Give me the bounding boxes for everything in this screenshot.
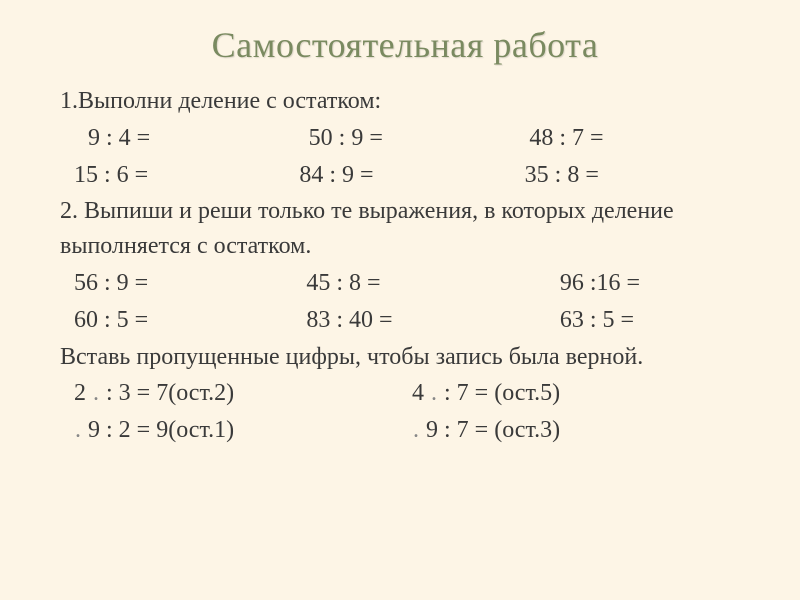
task1-row-1: 9 : 4 = 50 : 9 = 48 : 7 = — [60, 121, 750, 156]
task3-r2-b: . 9 : 7 = (ост.3) — [412, 413, 750, 448]
task3-row-1: 2 . : 3 = 7(ост.2) 4 . : 7 = (ост.5) — [60, 376, 750, 411]
task1-r1-c1: 9 : 4 = — [60, 121, 309, 156]
t3r1b-post: : 7 = (ост.5) — [438, 380, 560, 406]
task1-r2-c1: 15 : 6 = — [60, 158, 299, 193]
task2-row-1: 56 : 9 = 45 : 8 = 96 :16 = — [60, 266, 750, 301]
task3-r1-b: 4 . : 7 = (ост.5) — [412, 376, 750, 411]
t3r2b-post: 9 : 7 = (ост.3) — [420, 417, 560, 443]
task1-r2-c2: 84 : 9 = — [299, 158, 524, 193]
blank-dot-icon: . — [92, 380, 100, 406]
blank-dot-icon: . — [74, 417, 82, 443]
task1-prompt: 1.Выполни деление с остатком: — [60, 84, 750, 119]
task1-r2-c3: 35 : 8 = — [525, 158, 750, 193]
task2-r2-c3: 63 : 5 = — [560, 303, 750, 338]
task2-r1-c3: 96 :16 = — [560, 266, 750, 301]
t3r2a-post: 9 : 2 = 9(ост.1) — [82, 417, 234, 443]
t3r1a-pre: 2 — [74, 380, 92, 406]
task1-r1-c3: 48 : 7 = — [529, 121, 750, 156]
task1-row-2: 15 : 6 = 84 : 9 = 35 : 8 = — [60, 158, 750, 193]
task3-r1-a: 2 . : 3 = 7(ост.2) — [60, 376, 412, 411]
task1-r1-c2: 50 : 9 = — [309, 121, 530, 156]
slide-container: Самостоятельная работа 1.Выполни деление… — [0, 0, 800, 470]
slide-title: Самостоятельная работа — [60, 24, 750, 66]
task2-r2-c2: 83 : 40 = — [306, 303, 560, 338]
task2-row-2: 60 : 5 = 83 : 40 = 63 : 5 = — [60, 303, 750, 338]
task3-row-2: . 9 : 2 = 9(ост.1) . 9 : 7 = (ост.3) — [60, 413, 750, 448]
task3-prompt: Вставь пропущенные цифры, чтобы запись б… — [60, 340, 750, 375]
task2-r1-c1: 56 : 9 = — [60, 266, 306, 301]
task3-r2-a: . 9 : 2 = 9(ост.1) — [60, 413, 412, 448]
blank-dot-icon: . — [412, 417, 420, 443]
t3r1b-pre: 4 — [412, 380, 430, 406]
task2-prompt: 2. Выпиши и реши только те выражения, в … — [60, 194, 750, 264]
task2-r1-c2: 45 : 8 = — [306, 266, 560, 301]
t3r1a-post: : 3 = 7(ост.2) — [100, 380, 234, 406]
blank-dot-icon: . — [430, 380, 438, 406]
task2-r2-c1: 60 : 5 = — [60, 303, 306, 338]
